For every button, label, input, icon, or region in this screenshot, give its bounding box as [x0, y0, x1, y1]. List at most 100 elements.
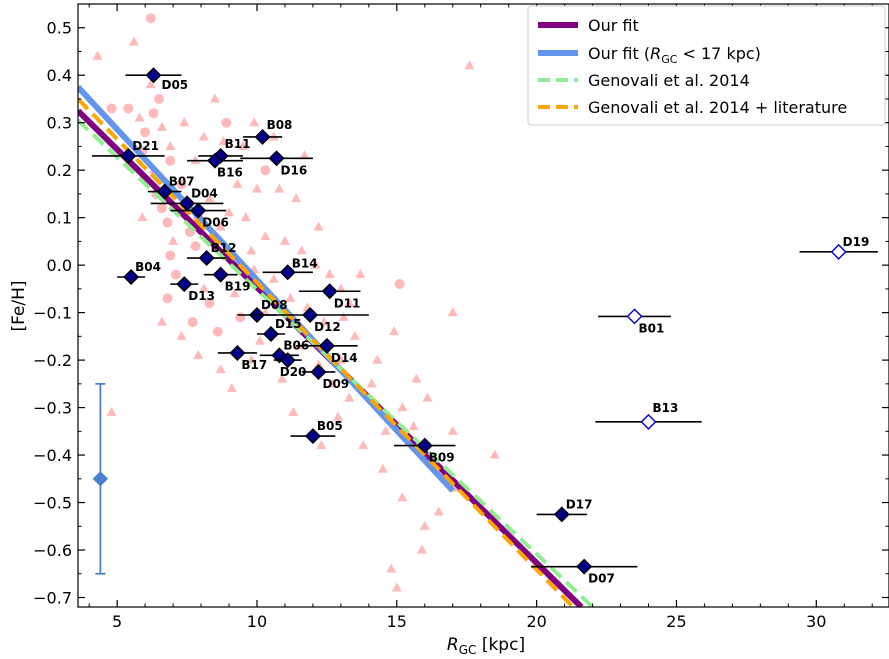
legend-box	[527, 5, 886, 126]
star-marker-B07	[156, 183, 173, 200]
literature-triangle-point	[380, 425, 391, 435]
literature-triangle-point	[288, 406, 299, 416]
literature-triangle-point	[324, 269, 335, 279]
literature-circle-point	[165, 155, 176, 166]
literature-triangle-point	[397, 402, 408, 412]
literature-triangle-point	[274, 183, 285, 193]
literature-triangle-point	[134, 112, 145, 122]
literature-triangle-point	[335, 354, 346, 364]
literature-triangle-point	[251, 183, 262, 193]
literature-triangle-point	[92, 50, 103, 60]
literature-triangle-point	[232, 178, 243, 188]
literature-triangle-point	[240, 212, 251, 222]
star-label-D21: D21	[132, 139, 159, 153]
literature-triangle-point	[268, 131, 279, 141]
literature-triangle-point	[224, 207, 235, 217]
star-label-B16: B16	[217, 166, 243, 180]
literature-circle-point	[204, 298, 215, 309]
literature-circle-point	[165, 250, 176, 261]
literature-circle-point	[221, 117, 232, 128]
literature-circle-point	[156, 203, 167, 214]
x-tick-label-10: 10	[247, 612, 267, 631]
literature-triangle-point	[137, 212, 148, 222]
star-marker-B17	[229, 344, 246, 361]
literature-triangle-point	[229, 288, 240, 298]
star-label-D19: D19	[843, 235, 870, 249]
legend-label-our-fit: Our fit	[588, 16, 639, 35]
literature-triangle-point	[386, 563, 397, 573]
y-tick-label: 0.5	[47, 19, 72, 38]
literature-triangle-point	[377, 463, 388, 473]
literature-circle-point	[154, 93, 165, 104]
star-marker-D19	[830, 243, 847, 260]
literature-triangle-point	[260, 231, 271, 241]
star-label-D06: D06	[202, 216, 229, 230]
literature-triangle-point	[226, 383, 237, 393]
literature-triangle-point	[447, 307, 458, 317]
fit-line-1	[78, 85, 455, 493]
literature-triangle-point	[254, 335, 265, 345]
literature-triangle-point	[237, 140, 248, 150]
literature-triangle-point	[313, 221, 324, 231]
star-marker-D16	[268, 150, 285, 167]
literature-triangle-point	[372, 354, 383, 364]
literature-triangle-point	[190, 155, 201, 165]
star-label-D17: D17	[566, 497, 593, 511]
literature-triangle-point	[391, 582, 402, 592]
plot-frame	[77, 3, 889, 608]
literature-circle-point	[148, 108, 159, 119]
literature-triangle-point	[433, 506, 444, 516]
star-marker-B09	[416, 437, 433, 454]
literature-triangle-point	[422, 392, 433, 402]
literature-triangle-point	[349, 330, 360, 340]
star-label-B04: B04	[135, 260, 161, 274]
y-axis-title: [Fe/H]	[9, 280, 29, 331]
star-label-B08: B08	[267, 118, 293, 132]
star-marker-B13	[640, 413, 657, 430]
literature-circle-point	[235, 312, 246, 323]
literature-triangle-point	[397, 492, 408, 502]
y-tick-label: −0.3	[33, 399, 72, 418]
y-tick-label: −0.7	[33, 589, 72, 608]
literature-triangle-point	[411, 373, 422, 383]
literature-triangle-point	[168, 235, 179, 245]
star-label-B14: B14	[292, 256, 318, 270]
star-label-D08: D08	[261, 298, 288, 312]
literature-triangle-point	[333, 411, 344, 421]
x-tick-label-20: 20	[526, 612, 546, 631]
star-label-B11: B11	[225, 137, 251, 151]
star-marker-D06	[190, 202, 207, 219]
star-marker-B16	[207, 152, 224, 169]
x-tick-label-30: 30	[806, 612, 826, 631]
star-marker-B05	[304, 428, 321, 445]
literature-triangle-point	[293, 340, 304, 350]
literature-circle-point	[187, 317, 198, 328]
x-tick-label-25: 25	[666, 612, 686, 631]
literature-triangle-point	[246, 245, 257, 255]
literature-circle-point	[394, 279, 405, 290]
y-tick-label: 0.0	[47, 256, 72, 275]
fit-line-3	[78, 97, 575, 607]
legend-label-our-fit-rgc: Our fit (RGC < 17 kpc)	[588, 44, 761, 66]
literature-triangle-point	[193, 349, 204, 359]
literature-triangle-point	[327, 378, 338, 388]
literature-triangle-point	[198, 131, 209, 141]
literature-triangle-point	[279, 235, 290, 245]
star-marker-D17	[553, 506, 570, 523]
star-marker-D09	[310, 363, 327, 380]
star-label-B07: B07	[169, 175, 195, 189]
literature-triangle-point	[416, 544, 427, 554]
literature-circle-point	[260, 165, 271, 176]
star-marker-D11	[321, 283, 338, 300]
star-marker-D14	[318, 337, 335, 354]
y-tick-label: −0.4	[33, 446, 72, 465]
fit-line-2	[78, 118, 594, 607]
x-axis-title: RGC [kpc]	[447, 635, 525, 657]
y-tick-label: 0.2	[47, 161, 72, 180]
x-tick-label-15: 15	[387, 612, 407, 631]
star-label-B01: B01	[639, 321, 665, 335]
y-tick-label: 0.1	[47, 209, 72, 228]
literature-triangle-point	[313, 359, 324, 369]
literature-triangle-point	[310, 259, 321, 269]
star-label-B09: B09	[429, 451, 455, 465]
